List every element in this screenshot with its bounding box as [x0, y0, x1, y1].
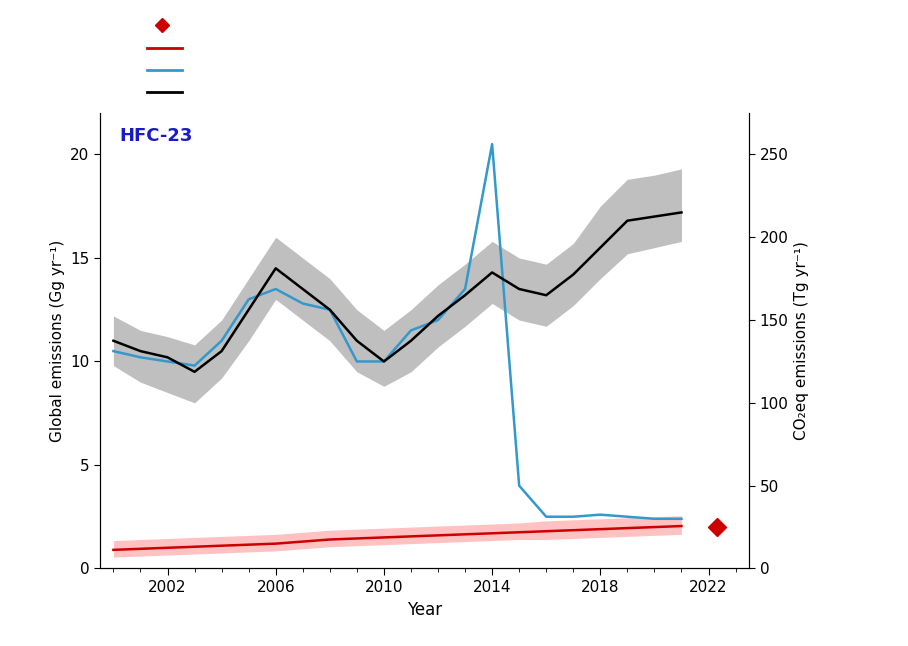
Text: HFC-23: HFC-23 [119, 127, 192, 145]
Y-axis label: CO₂eq emissions (Tg yr⁻¹): CO₂eq emissions (Tg yr⁻¹) [794, 242, 809, 440]
Y-axis label: Global emissions (Gg yr⁻¹): Global emissions (Gg yr⁻¹) [50, 240, 64, 442]
Text: Actual emissions (Liang et al. 2022 in WMO Global Assessment 2022): Actual emissions (Liang et al. 2022 in W… [192, 87, 556, 97]
X-axis label: Year: Year [407, 601, 442, 619]
